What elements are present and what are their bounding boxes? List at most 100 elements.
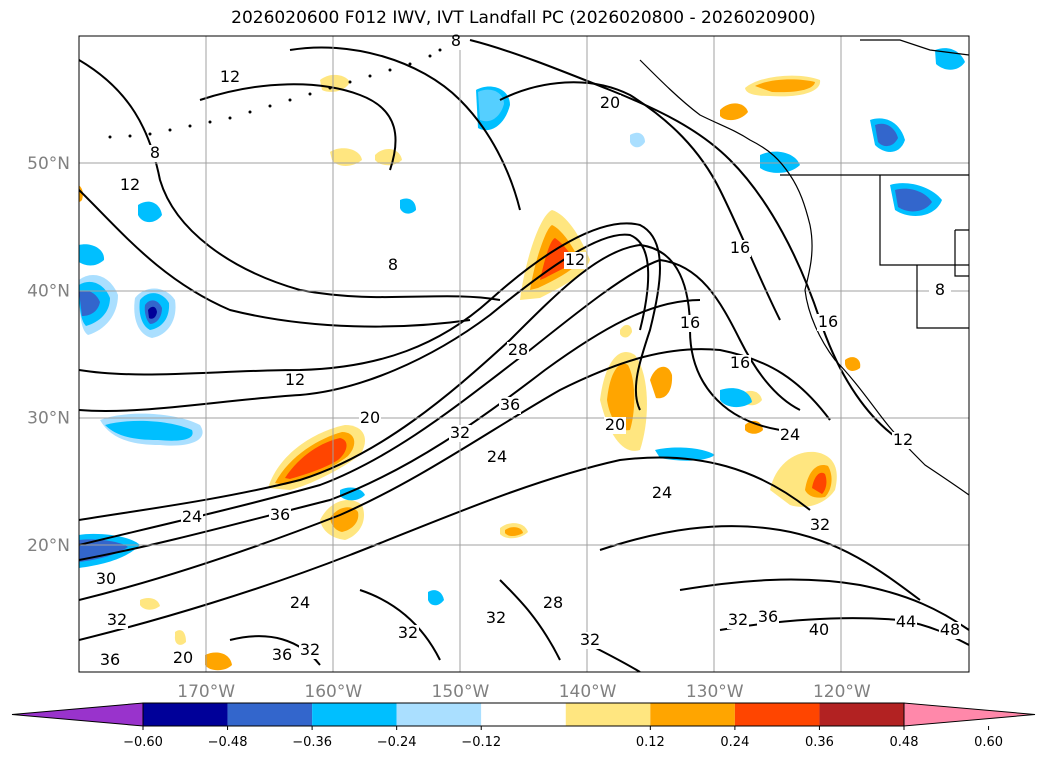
contour-label-bg — [271, 647, 293, 664]
lon-label: 170°W — [177, 682, 235, 702]
contour-label: 20 — [605, 415, 625, 434]
contour-label-bg — [564, 252, 586, 269]
contour-label-bg — [172, 650, 194, 667]
colorbar-segment — [227, 703, 313, 726]
map-frame — [78, 35, 970, 673]
lon-label: 150°W — [432, 682, 490, 702]
contour-label-bg — [181, 509, 203, 526]
contour-label-bg — [499, 397, 521, 414]
contour-label-bg — [729, 240, 751, 257]
contour-label-bg — [119, 177, 141, 194]
contour-label-bg — [542, 595, 564, 612]
contour-label-bg — [808, 622, 830, 639]
contour-label-bg — [727, 612, 749, 629]
colorbar-tick-label: 0.12 — [636, 735, 665, 750]
contour-label: 24 — [780, 425, 800, 444]
contour-label: 8 — [388, 255, 398, 274]
contour-label: 36 — [758, 607, 778, 626]
graticule — [79, 36, 969, 672]
contour-label: 36 — [100, 650, 120, 669]
contour-label-bg — [507, 342, 529, 359]
contour-label: 8 — [451, 31, 461, 50]
colorbar-tick-label: −0.48 — [208, 735, 248, 750]
colorbar-extend-right — [903, 702, 1036, 727]
contour-label: 24 — [652, 483, 672, 502]
colorbar-segment — [650, 703, 735, 726]
contour-label-bg — [144, 145, 166, 162]
contour-label-bg — [599, 95, 621, 112]
contour-label-bg — [397, 625, 419, 642]
contour-label: 24 — [487, 447, 507, 466]
lon-label: 130°W — [686, 682, 744, 702]
contour-label-bg — [679, 315, 701, 332]
lat-label: 40°N — [27, 281, 70, 301]
colorbar: −0.60 −0.48 −0.36 −0.24 −0.12 0.12 0.24 0.36 0.4… — [11, 702, 1036, 750]
contour-label: 12 — [120, 175, 140, 194]
contour-label: 12 — [285, 370, 305, 389]
map-content — [79, 36, 969, 672]
contour-label: 32 — [580, 630, 600, 649]
contour-label-bg — [651, 485, 673, 502]
colorbar-segment — [143, 703, 228, 726]
colorbar-segment — [819, 703, 904, 726]
contour-label-bg — [779, 427, 801, 444]
contour-label: 28 — [543, 593, 563, 612]
contour-label: 20 — [600, 93, 620, 112]
contour-label: 32 — [107, 610, 127, 629]
contour-label-bg — [269, 507, 291, 524]
contour-label-bg — [299, 642, 321, 659]
contour-label-bg — [106, 612, 128, 629]
contour-label-bg — [219, 69, 241, 86]
contour-label: 36 — [272, 645, 292, 664]
contour-label-bg — [486, 449, 508, 466]
longitude-labels: 170°W 160°W 150°W 140°W 130°W 120°W — [177, 682, 871, 702]
colorbar-segment — [565, 703, 651, 726]
colorbar-tick-label: 0.60 — [974, 735, 1003, 750]
contour-label-bg — [929, 282, 951, 299]
contour-label: 40 — [809, 620, 829, 639]
contour-label-bg — [289, 595, 311, 612]
iwv-contours — [79, 39, 969, 672]
page-title: 2026020600 F012 IWV, IVT Landfall PC (20… — [231, 8, 816, 28]
colorbar-tick-label: −0.60 — [123, 735, 163, 750]
contour-label: 12 — [565, 250, 585, 269]
colorbar-extend-left — [11, 702, 144, 727]
contour-label-bg — [809, 517, 831, 534]
contour-label-bg — [99, 652, 121, 669]
contour-label: 32 — [398, 623, 418, 642]
contour-label-bg — [579, 632, 601, 649]
lon-label: 120°W — [813, 682, 871, 702]
colorbar-tick-label: −0.36 — [292, 735, 332, 750]
contour-label: 32 — [810, 515, 830, 534]
colorbar-frame — [142, 702, 905, 727]
contour-label: 20 — [360, 408, 380, 427]
contour-label-bg — [485, 610, 507, 627]
colorbar-tick-label: 0.36 — [805, 735, 834, 750]
contour-label: 16 — [730, 353, 750, 372]
contour-label: 44 — [896, 612, 916, 631]
lon-label: 140°W — [559, 682, 617, 702]
contour-label: 8 — [150, 143, 160, 162]
colorbar-tick-label: −0.12 — [461, 735, 501, 750]
contour-labels: 12 12 8 8 8 8 12 20 16 16 16 16 12 20 36 32 24 24 20 24 36 28… — [95, 31, 961, 669]
contour-label-bg — [604, 417, 626, 434]
contour-label: 20 — [173, 648, 193, 667]
contour-label: 30 — [96, 569, 116, 588]
contour-label-bg — [445, 33, 467, 50]
colorbar-tick-label: −0.24 — [377, 735, 417, 750]
contour-label: 48 — [940, 620, 960, 639]
contour-label-bg — [892, 432, 914, 449]
contour-label-bg — [359, 410, 381, 427]
contour-label-bg — [284, 372, 306, 389]
contour-label: 8 — [935, 280, 945, 299]
contour-label-bg — [757, 609, 779, 626]
contour-label: 36 — [500, 395, 520, 414]
contour-label-bg — [729, 355, 751, 372]
contour-label: 24 — [182, 507, 202, 526]
latitude-labels: 50°N 40°N 30°N 20°N — [27, 154, 70, 556]
lat-label: 30°N — [27, 409, 70, 429]
lat-label: 20°N — [27, 536, 70, 556]
contour-label: 16 — [680, 313, 700, 332]
contour-label-bg — [95, 571, 117, 588]
contour-label: 12 — [220, 67, 240, 86]
